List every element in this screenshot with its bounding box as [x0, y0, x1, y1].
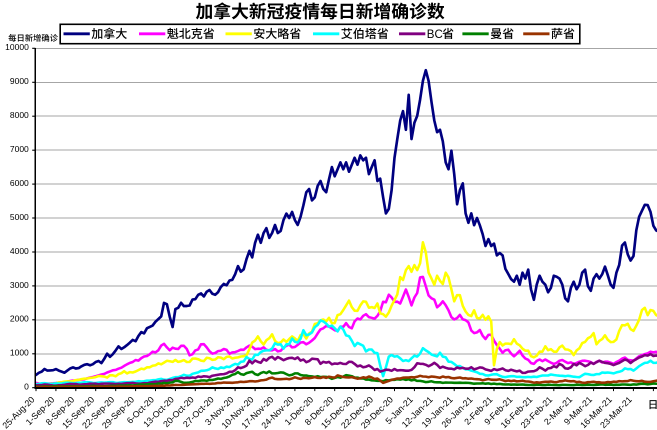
svg-text:4000: 4000	[10, 246, 29, 256]
svg-text:6000: 6000	[10, 178, 29, 188]
svg-text:8000: 8000	[10, 110, 29, 120]
svg-text:2000: 2000	[10, 314, 29, 324]
svg-text:0: 0	[24, 382, 29, 392]
svg-text:BC: BC	[427, 29, 443, 41]
svg-text:7000: 7000	[10, 144, 29, 154]
svg-text:1000: 1000	[10, 348, 29, 358]
svg-text:9000: 9000	[10, 76, 29, 86]
svg-text:3000: 3000	[10, 280, 29, 290]
svg-text:10000: 10000	[5, 42, 29, 52]
svg-text:5000: 5000	[10, 212, 29, 222]
